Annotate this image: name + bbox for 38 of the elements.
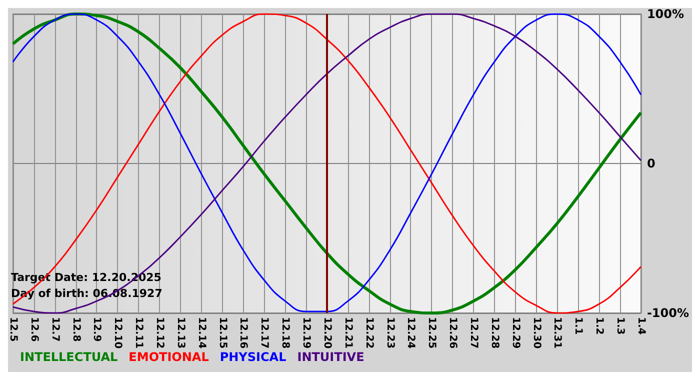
y-tick-label: 0 [646,156,656,170]
x-tick-label: 12.6 [28,317,40,342]
x-tick-label: 12.30 [530,317,542,349]
x-tick-label: 12.31 [552,317,563,349]
x-tick-label: 12.11 [133,317,144,349]
x-tick-label: 12.27 [468,317,479,349]
y-tick-label: -100% [646,306,690,320]
x-tick-label: 12.7 [49,317,60,342]
text: PHYSICAL [220,350,287,364]
x-tick-label: 12.8 [70,317,82,342]
x-tick-label: 1.4 [635,317,646,335]
x-tick-label: 12.15 [216,317,228,349]
x-tick-label: 12.5 [8,317,18,342]
x-tick-label: 12.25 [426,317,438,349]
y-tick-label: 100% [646,7,684,21]
text: INTELLECTUAL [20,350,118,364]
x-tick-label: 12.9 [91,317,102,342]
x-tick-label: 12.29 [510,317,521,349]
x-tick-label: 12.10 [112,317,124,349]
x-tick-label: 12.28 [488,317,500,349]
x-tick-label: 12.16 [238,317,249,349]
x-tick-label: 12.24 [405,317,416,349]
x-tick-label: 12.18 [280,317,291,349]
x-tick-label: 1.3 [614,317,626,335]
x-tick-label: 12.13 [174,317,186,349]
x-tick-label: 12.17 [258,317,270,349]
x-tick-label: 12.19 [300,317,312,349]
x-tick-label: 1.1 [572,317,584,335]
text: EMOTIONAL [128,350,210,364]
x-tick-label: 12.22 [363,317,374,349]
x-tick-label: 1.2 [594,317,605,335]
x-tick-label: 12.12 [154,317,166,349]
x-tick-label: 12.20 [321,317,332,349]
text: INTUITIVE [297,350,364,364]
x-tick-label: 12.21 [342,317,354,349]
x-tick-label: 12.23 [384,317,396,349]
x-tick-label: 12.26 [447,317,458,349]
x-tick-label: 12.14 [196,317,207,349]
